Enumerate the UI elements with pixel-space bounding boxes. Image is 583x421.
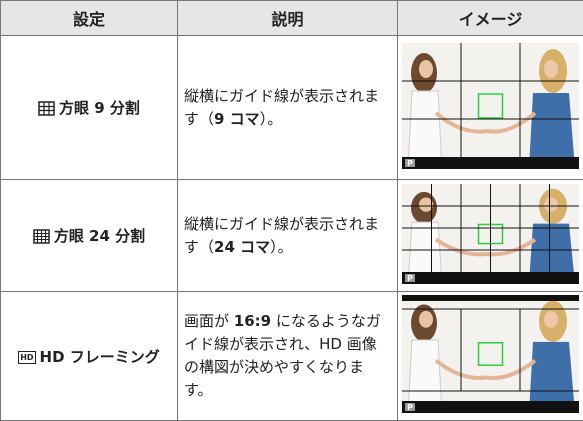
face: [419, 311, 433, 328]
row: 方眼 9 分割 縦横にガイド線が表示されます（9 コマ）。 P: [1, 36, 583, 180]
setting-cell: 方眼 24 分割: [1, 180, 178, 292]
face: [544, 60, 558, 78]
text: ）。: [270, 238, 293, 256]
text: ）。: [260, 110, 283, 128]
face: [544, 197, 558, 211]
status-bar: [402, 401, 579, 413]
image-cell: P: [398, 180, 583, 292]
text-bold: 9 コマ: [214, 110, 260, 128]
face: [419, 197, 433, 211]
header-cell: 設定: [1, 1, 178, 36]
preview: P: [402, 43, 579, 169]
setting: 方眼 24 分割: [54, 227, 145, 245]
hd-icon: HD: [18, 351, 35, 364]
row: HD HD フレーミング 画面が 16:9 になるようなガイド線が表示され、HD …: [1, 292, 583, 421]
header-cell: 説明: [178, 1, 398, 36]
setting: HD フレーミング: [40, 348, 160, 366]
face: [419, 60, 433, 78]
badge: P: [407, 274, 413, 283]
badge: P: [407, 159, 413, 168]
text-bold: 24 コマ: [214, 238, 270, 256]
image-cell: P: [398, 36, 583, 180]
status-bar: [402, 157, 579, 169]
grid-icon: [33, 229, 50, 244]
hd-bar: [402, 295, 579, 301]
header-row: 設定 説明 イメージ: [1, 1, 583, 36]
setting-cell: HD HD フレーミング: [1, 292, 178, 421]
setting-cell: 方眼 9 分割: [1, 36, 178, 180]
preview: P: [402, 295, 579, 413]
face: [544, 311, 558, 328]
description-cell: 縦横にガイド線が表示されます（9 コマ）。: [178, 36, 398, 180]
image-cell: P: [398, 292, 583, 421]
text-bold: 16:9: [234, 312, 271, 330]
description-cell: 縦横にガイド線が表示されます（24 コマ）。: [178, 180, 398, 292]
row: 方眼 24 分割 縦横にガイド線が表示されます（24 コマ）。 P: [1, 180, 583, 292]
grid-icon: [38, 101, 55, 116]
status-bar: [402, 272, 579, 284]
header-cell: イメージ: [398, 1, 583, 36]
setting: 方眼 9 分割: [59, 99, 140, 117]
description-cell: 画面が 16:9 になるようなガイド線が表示され、HD 画像の構図が決めやすくな…: [178, 292, 398, 421]
text: 画面が: [184, 312, 234, 330]
badge: P: [407, 403, 413, 412]
preview: P: [402, 184, 579, 284]
